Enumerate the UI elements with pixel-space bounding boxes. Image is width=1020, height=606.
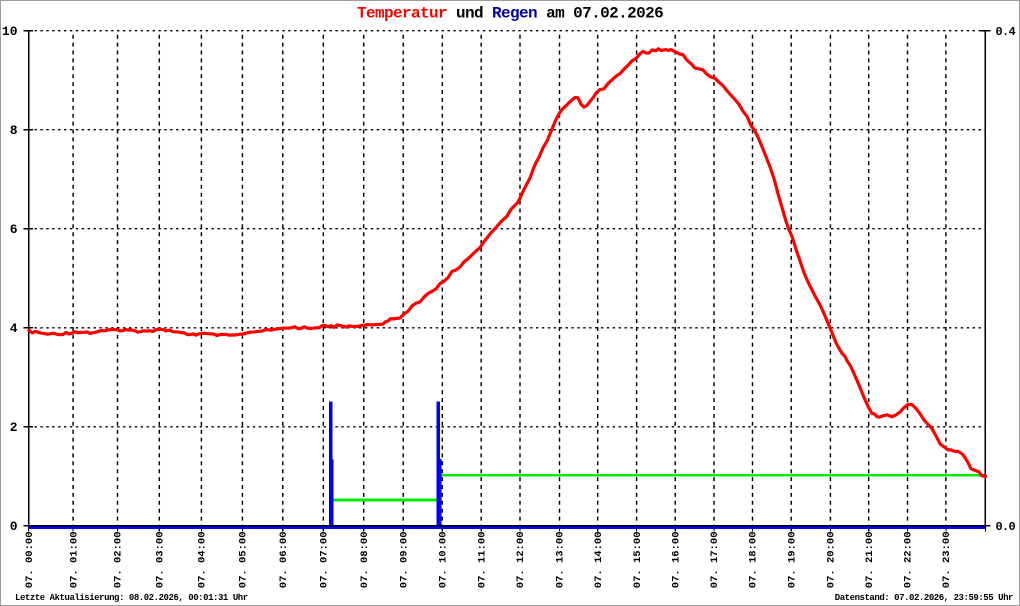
svg-text:10: 10 <box>2 24 18 39</box>
svg-text:Letzte Aktualisierung: 08.02.2: Letzte Aktualisierung: 08.02.2026, 00:01… <box>15 593 248 603</box>
svg-text:07. 18:00: 07. 18:00 <box>748 532 760 589</box>
svg-text:07. 11:00: 07. 11:00 <box>476 532 488 589</box>
svg-text:Temperatur und Regen am 07.02.: Temperatur und Regen am 07.02.2026 <box>357 5 663 23</box>
svg-text:0.4: 0.4 <box>996 25 1016 39</box>
svg-text:07. 15:00: 07. 15:00 <box>632 532 644 589</box>
svg-text:07. 03:00: 07. 03:00 <box>155 532 167 589</box>
svg-text:07. 21:00: 07. 21:00 <box>864 532 876 589</box>
svg-text:6: 6 <box>10 222 18 237</box>
svg-text:8: 8 <box>10 123 18 138</box>
svg-text:07. 17:00: 07. 17:00 <box>709 532 721 589</box>
svg-text:2: 2 <box>10 420 18 435</box>
svg-text:07. 16:00: 07. 16:00 <box>670 532 682 589</box>
svg-text:07. 04:00: 07. 04:00 <box>197 532 209 589</box>
svg-text:07. 13:00: 07. 13:00 <box>555 532 567 589</box>
svg-text:07. 20:00: 07. 20:00 <box>826 532 838 589</box>
svg-text:0.0: 0.0 <box>996 520 1016 534</box>
svg-text:07. 06:00: 07. 06:00 <box>278 532 290 589</box>
svg-text:07. 01:00: 07. 01:00 <box>68 532 80 589</box>
svg-text:07. 12:00: 07. 12:00 <box>515 532 527 589</box>
svg-text:07. 07:00: 07. 07:00 <box>319 532 331 589</box>
svg-text:07. 14:00: 07. 14:00 <box>593 532 605 589</box>
svg-text:07. 02:00: 07. 02:00 <box>113 532 125 589</box>
svg-text:0: 0 <box>10 519 18 534</box>
svg-text:07. 19:00: 07. 19:00 <box>786 532 798 589</box>
svg-text:07. 09:00: 07. 09:00 <box>398 532 410 589</box>
svg-text:07. 00:00: 07. 00:00 <box>24 532 36 589</box>
svg-text:07. 08:00: 07. 08:00 <box>359 532 371 589</box>
svg-text:07. 22:00: 07. 22:00 <box>903 532 915 589</box>
svg-text:07. 10:00: 07. 10:00 <box>438 532 450 589</box>
svg-text:4: 4 <box>10 321 18 336</box>
svg-text:Datenstand: 07.02.2026, 23:59:: Datenstand: 07.02.2026, 23:59:55 Uhr <box>835 593 1013 603</box>
svg-text:07. 23:00: 07. 23:00 <box>941 532 953 589</box>
svg-text:07. 05:00: 07. 05:00 <box>238 532 250 589</box>
